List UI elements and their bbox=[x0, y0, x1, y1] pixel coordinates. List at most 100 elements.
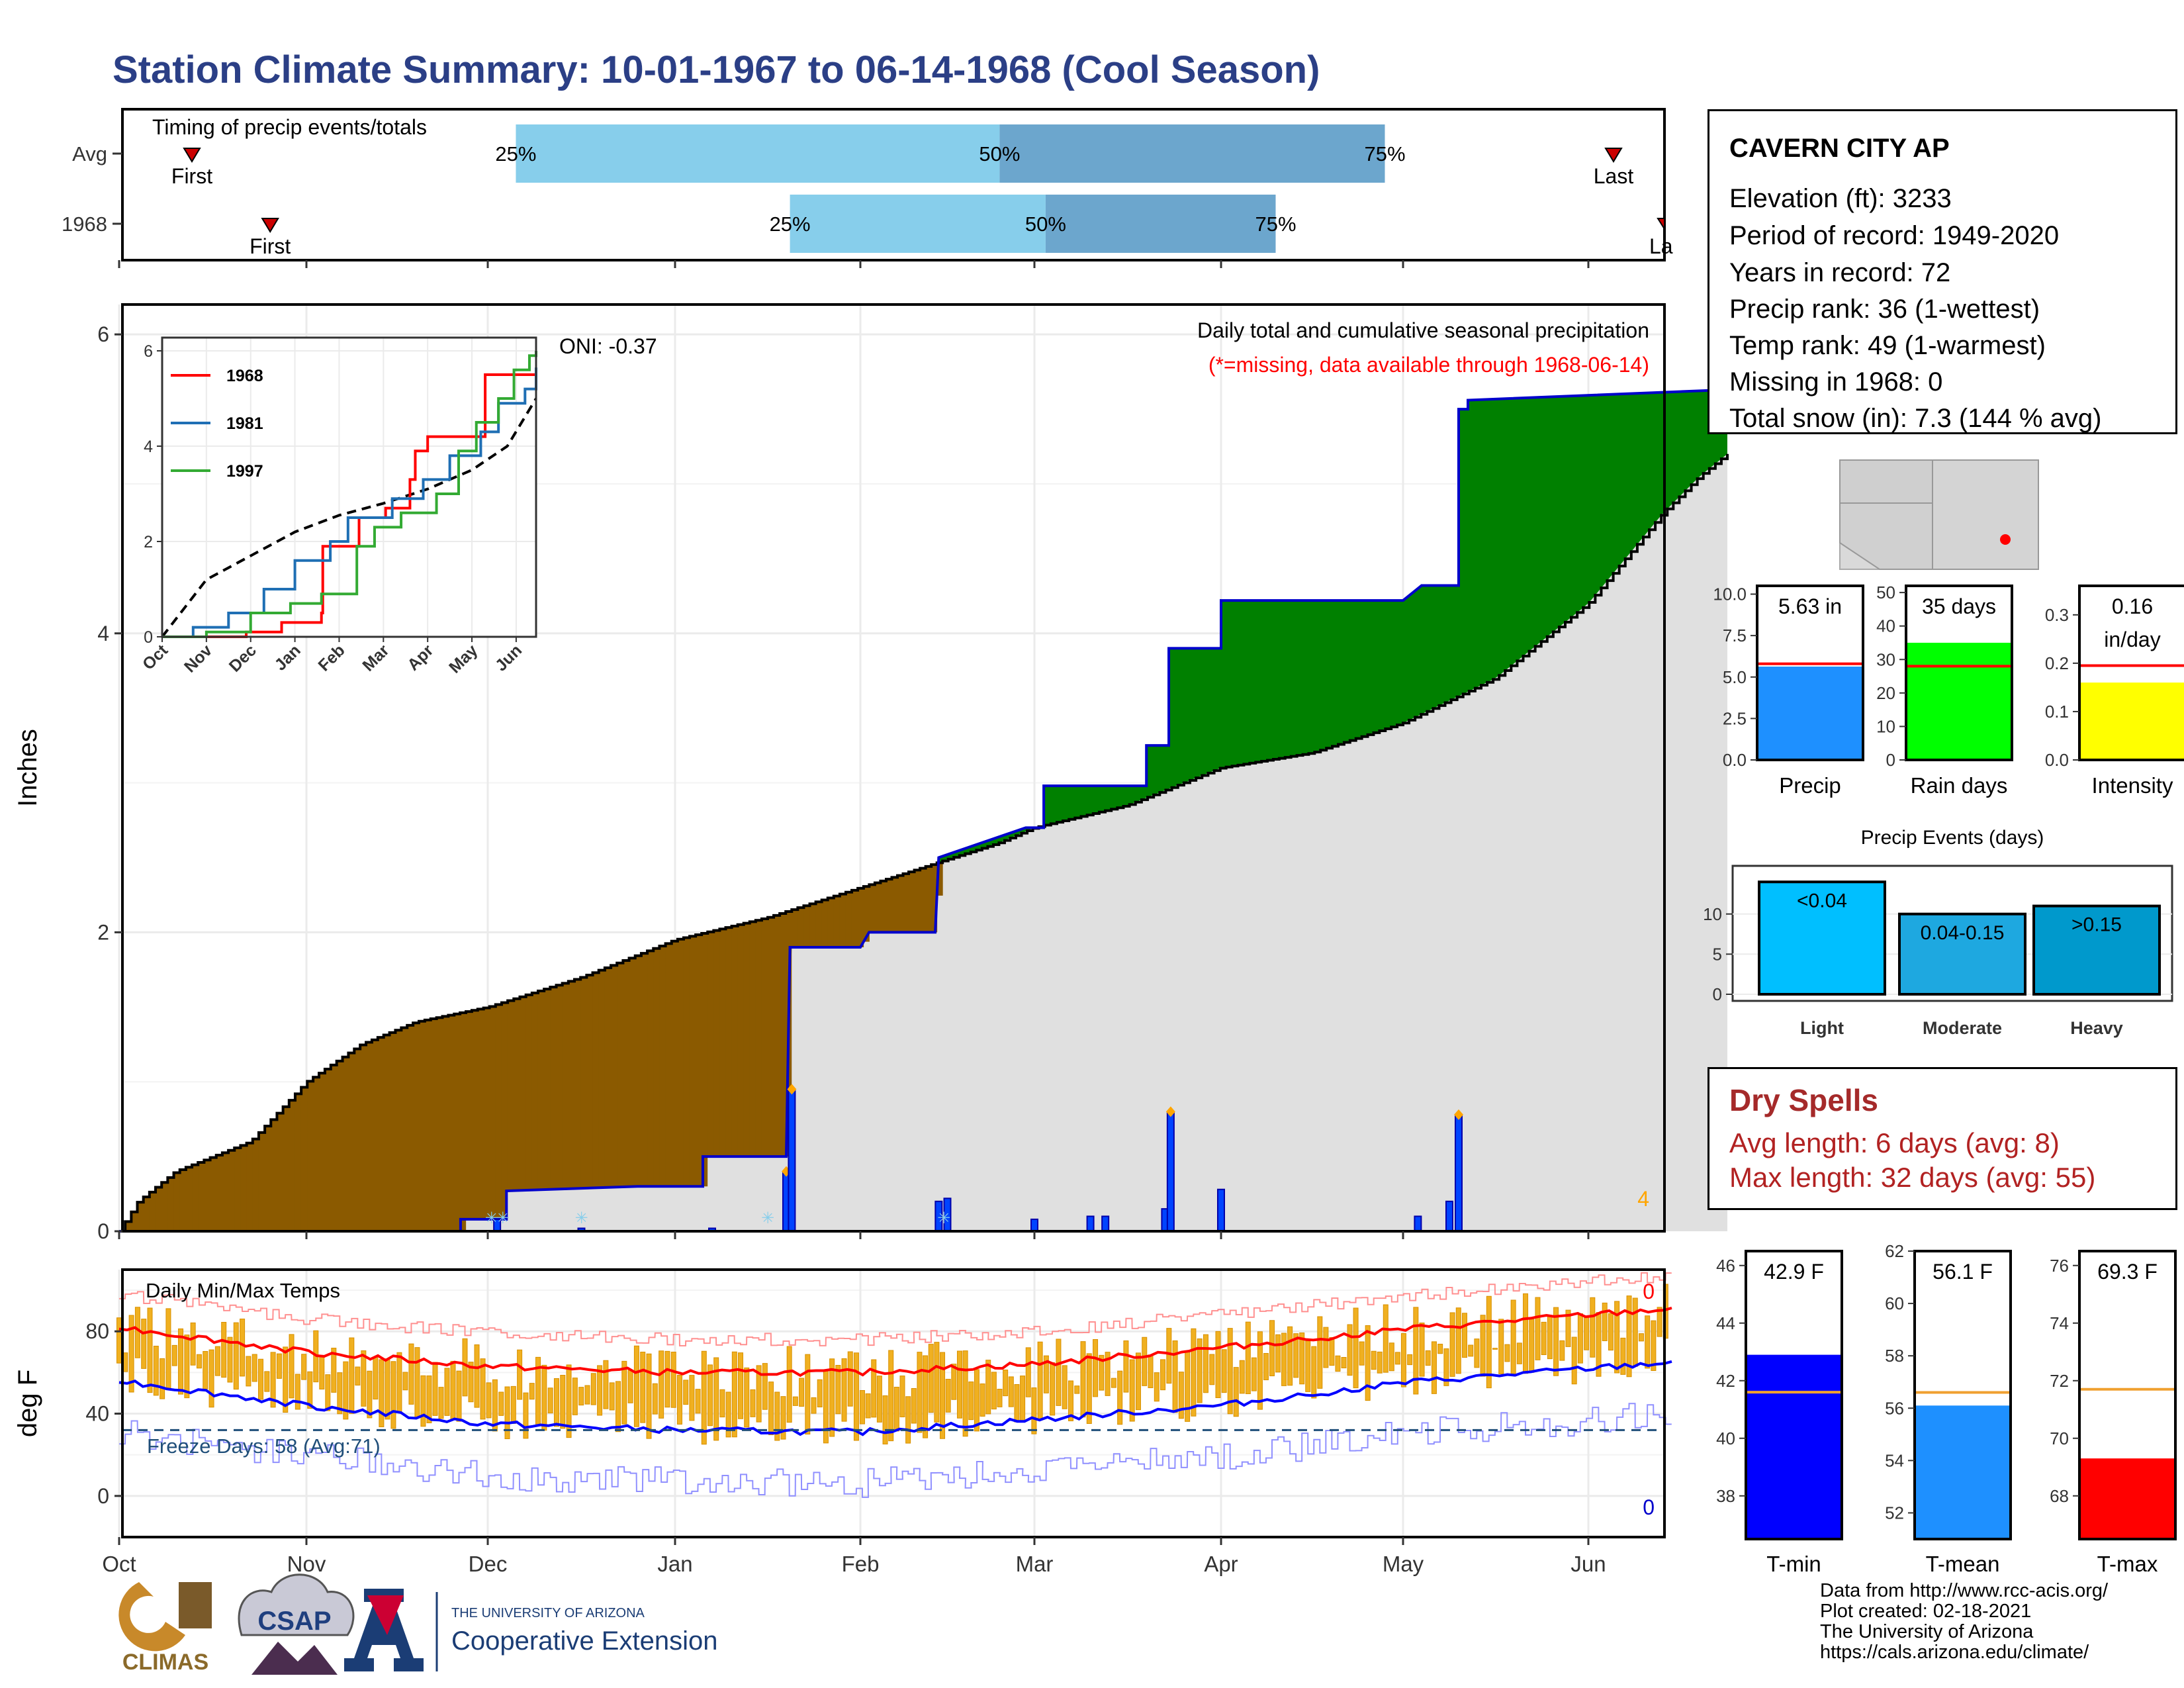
summary-bar-tick-label: 7.5 bbox=[1723, 626, 1747, 645]
month-label: Apr bbox=[1204, 1552, 1238, 1576]
summary-bar-value bbox=[1757, 666, 1863, 760]
temp-bar-tick-label: 52 bbox=[1885, 1503, 1904, 1523]
tmax-average-line bbox=[118, 1307, 1672, 1378]
temp-bar-tick-label: 74 bbox=[2050, 1313, 2069, 1333]
precip-frame bbox=[121, 303, 1666, 1233]
temp-y-tick-label: 80 bbox=[85, 1319, 109, 1343]
inset-y-tick-label: 0 bbox=[144, 628, 153, 647]
temp-bar-value-label: 42.9 F bbox=[1764, 1260, 1824, 1284]
summary-bar-tick-label: 2.5 bbox=[1723, 708, 1747, 728]
events-bar-label: <0.04 bbox=[1797, 890, 1847, 912]
summary-bar-frame bbox=[2078, 585, 2184, 761]
timing-bar-low bbox=[790, 195, 1046, 253]
snow-marker: ✳ bbox=[485, 1209, 498, 1227]
summary-bar-value-label: 0.16 bbox=[2112, 594, 2153, 618]
temp-bar-value bbox=[1915, 1405, 2011, 1539]
inset-legend-label: 1997 bbox=[226, 462, 263, 481]
events-bar bbox=[1898, 912, 2026, 996]
precip-y-tick-label: 6 bbox=[97, 322, 109, 346]
summary-bar-tick-label: 30 bbox=[1876, 649, 1895, 669]
summary-bar-tick-label: 40 bbox=[1876, 616, 1895, 636]
events-y-tick-label: 5 bbox=[1713, 944, 1722, 964]
first-marker bbox=[183, 148, 201, 163]
timing-row-label: Avg bbox=[72, 142, 107, 165]
inset-average-line bbox=[161, 397, 537, 638]
ua-logo-a bbox=[344, 1589, 424, 1671]
summary-bar-tick-label: 50 bbox=[1876, 583, 1895, 602]
climas-logo-mark bbox=[118, 1582, 185, 1652]
first-label: First bbox=[171, 164, 212, 188]
temp-bar-frame bbox=[1745, 1250, 1843, 1540]
temp-y-tick-label: 0 bbox=[97, 1484, 109, 1508]
temp-bar-value bbox=[1746, 1354, 1842, 1539]
inset-frame bbox=[161, 336, 537, 638]
events-category-label: Heavy bbox=[2070, 1018, 2123, 1038]
precip-observed-line bbox=[119, 388, 1728, 1233]
summary-bar-x-label: Rain days bbox=[1911, 773, 2008, 798]
snow-marker: ✳ bbox=[937, 1209, 950, 1227]
credit-data-source: Data from http://www.rcc-acis.org/ bbox=[1820, 1580, 2109, 1601]
station-precip-rank: Precip rank: 36 (1-wettest) bbox=[1729, 295, 2040, 324]
month-label: Oct bbox=[102, 1552, 136, 1576]
first-marker bbox=[261, 218, 279, 233]
summary-bar-frame bbox=[1756, 585, 1864, 761]
last-label: Last bbox=[1594, 164, 1634, 188]
daily-precip-bar bbox=[1217, 1188, 1225, 1232]
precip-events-panel: Precip Events (days) 0 5 10 <0.04 Light 0.04-0… bbox=[1703, 827, 2173, 1038]
timing-pct-label: 75% bbox=[1364, 142, 1405, 165]
month-label: Jun bbox=[1570, 1552, 1606, 1576]
first-label: First bbox=[250, 234, 291, 258]
precip-common-area bbox=[119, 453, 1727, 1232]
summary-bar-tick-label: 0.3 bbox=[2045, 605, 2069, 625]
temp-bar-x-label: T-min bbox=[1766, 1552, 1821, 1576]
temp-panel-title: Daily Min/Max Temps bbox=[146, 1279, 340, 1302]
temp-bar-tick-label: 58 bbox=[1885, 1346, 1904, 1366]
temp-bar-tick-label: 40 bbox=[1716, 1429, 1735, 1448]
snow-marker: ✳ bbox=[761, 1209, 774, 1227]
temp-record-max-line bbox=[119, 1272, 1672, 1346]
timing-pct-label: 75% bbox=[1255, 212, 1296, 236]
precip-average-line bbox=[119, 453, 1729, 1233]
summary-bar-tick-label: 10 bbox=[1876, 716, 1895, 736]
summary-bar-value-label: 5.63 in bbox=[1778, 594, 1842, 618]
timing-pct-label: 50% bbox=[979, 142, 1020, 165]
events-y-tick-label: 0 bbox=[1713, 984, 1722, 1004]
inset-legend-label: 1968 bbox=[226, 367, 263, 385]
summary-bar-x-label: Intensity bbox=[2092, 773, 2173, 798]
temp-count-top: 0 bbox=[1643, 1280, 1655, 1303]
timing-pct-label: 25% bbox=[770, 212, 811, 236]
timing-panel: Timing of precip events/totals Avg 25% 50% 7… bbox=[62, 108, 1673, 268]
timing-label: Timing of precip events/totals bbox=[152, 115, 427, 139]
summary-bar-tick-label: 20 bbox=[1876, 683, 1895, 703]
snow-marker: ✳ bbox=[574, 1209, 588, 1227]
daily-precip-bar bbox=[1166, 1111, 1175, 1233]
temp-bar-tick-label: 76 bbox=[2050, 1256, 2069, 1276]
precip-y-tick-label: 4 bbox=[97, 622, 109, 645]
inset-line-1997 bbox=[162, 351, 537, 638]
month-label: Dec bbox=[469, 1552, 508, 1576]
temp-bar-tick-label: 56 bbox=[1885, 1398, 1904, 1418]
credit-plot-created: Plot created: 02-18-2021 bbox=[1820, 1601, 2032, 1622]
summary-bar-tick-label: 0.2 bbox=[2045, 653, 2069, 673]
summary-bar-value-label: 35 days bbox=[1922, 594, 1996, 618]
temp-bar-tick-label: 60 bbox=[1885, 1293, 1904, 1313]
summary-bar-value-label2: in/day bbox=[2104, 628, 2160, 651]
daily-precip-bar bbox=[788, 1088, 796, 1233]
precip-y-axis-label: Inches bbox=[13, 729, 42, 807]
station-years: Years in record: 72 bbox=[1729, 258, 1951, 287]
events-bar-label: >0.15 bbox=[2071, 914, 2122, 936]
climas-logo-block bbox=[179, 1582, 212, 1628]
summary-bar-frame bbox=[1905, 585, 2013, 761]
ua-logo-accent bbox=[367, 1595, 404, 1635]
timing-pct-label: 25% bbox=[495, 142, 536, 165]
temp-panel: Daily Min/Max Temps Freeze Days: 58 (Avg:… bbox=[13, 1268, 1672, 1576]
temp-bar-tick-label: 62 bbox=[1885, 1241, 1904, 1261]
inset-y-tick-label: 4 bbox=[144, 438, 153, 456]
summary-bar-value bbox=[1906, 642, 2012, 760]
events-category-label: Moderate bbox=[1923, 1018, 2002, 1038]
temp-bar-x-label: T-mean bbox=[1926, 1552, 2000, 1576]
timing-bar-high bbox=[999, 124, 1385, 183]
station-period: Period of record: 1949-2020 bbox=[1729, 221, 2060, 250]
dry-spells-title: Dry Spells bbox=[1729, 1083, 1878, 1117]
freeze-days-label: Freeze Days: 58 (Avg:71) bbox=[147, 1434, 381, 1458]
